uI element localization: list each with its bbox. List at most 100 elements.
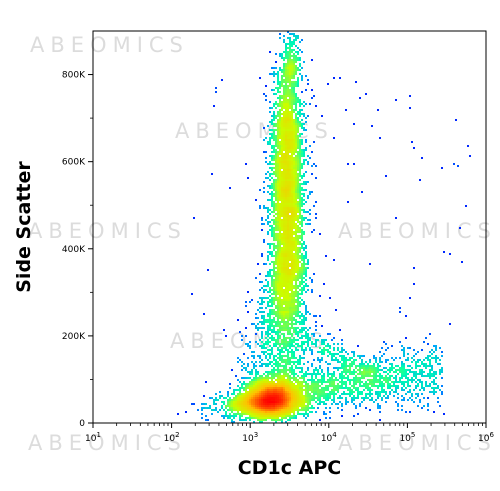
density-cell bbox=[249, 377, 251, 379]
density-cell bbox=[283, 195, 285, 197]
density-cell bbox=[277, 91, 279, 93]
density-cell bbox=[285, 321, 287, 323]
density-cell bbox=[297, 381, 299, 383]
density-cell bbox=[279, 53, 281, 55]
density-cell bbox=[305, 271, 307, 273]
density-cell bbox=[265, 161, 267, 163]
density-cell bbox=[405, 375, 407, 377]
density-cell bbox=[273, 183, 275, 185]
density-cell bbox=[371, 381, 373, 383]
density-cell bbox=[277, 263, 279, 265]
density-cell bbox=[277, 301, 279, 303]
density-cell bbox=[301, 275, 303, 277]
density-cell bbox=[301, 141, 303, 143]
density-cell bbox=[269, 411, 271, 413]
density-cell bbox=[301, 267, 303, 269]
density-cell bbox=[301, 189, 303, 191]
density-cell bbox=[285, 349, 287, 351]
density-cell bbox=[261, 287, 263, 289]
density-cell bbox=[289, 141, 291, 143]
density-cell bbox=[423, 405, 425, 407]
density-cell bbox=[297, 57, 299, 59]
density-cell bbox=[279, 165, 281, 167]
density-cell bbox=[291, 91, 293, 93]
density-cell bbox=[233, 421, 235, 423]
density-cell bbox=[281, 325, 283, 327]
density-cell bbox=[265, 365, 267, 367]
density-cell bbox=[221, 79, 223, 81]
density-cell bbox=[285, 407, 287, 409]
density-cell bbox=[289, 415, 291, 417]
density-cell bbox=[439, 359, 441, 361]
density-cell bbox=[285, 75, 287, 77]
density-cell bbox=[431, 369, 433, 371]
density-cell bbox=[299, 73, 301, 75]
density-cell bbox=[375, 357, 377, 359]
density-cell bbox=[415, 363, 417, 365]
density-cell bbox=[233, 415, 235, 417]
density-cell bbox=[281, 143, 283, 145]
density-cell bbox=[291, 273, 293, 275]
density-cell bbox=[319, 233, 321, 235]
density-cell bbox=[425, 363, 427, 365]
density-cell bbox=[289, 293, 291, 295]
density-cell bbox=[287, 163, 289, 165]
density-cell bbox=[311, 89, 313, 91]
density-cell bbox=[279, 287, 281, 289]
density-cell bbox=[299, 317, 301, 319]
density-cell bbox=[291, 185, 293, 187]
density-cell bbox=[351, 397, 353, 399]
density-cell bbox=[293, 247, 295, 249]
density-cell bbox=[275, 333, 277, 335]
density-cell bbox=[289, 319, 291, 321]
density-cell bbox=[303, 181, 305, 183]
density-cell bbox=[287, 305, 289, 307]
density-cell bbox=[275, 363, 277, 365]
density-cell bbox=[307, 259, 309, 261]
density-cell bbox=[297, 125, 299, 127]
density-cell bbox=[349, 391, 351, 393]
density-cell bbox=[267, 207, 269, 209]
density-cell bbox=[247, 413, 249, 415]
density-cell bbox=[289, 45, 291, 47]
density-cell bbox=[281, 161, 283, 163]
density-cell bbox=[291, 197, 293, 199]
density-cell bbox=[291, 121, 293, 123]
density-cell bbox=[345, 357, 347, 359]
density-cell bbox=[279, 295, 281, 297]
density-cell bbox=[271, 331, 273, 333]
density-cell bbox=[283, 255, 285, 257]
density-cell bbox=[275, 325, 277, 327]
density-cell bbox=[289, 167, 291, 169]
density-cell bbox=[299, 201, 301, 203]
density-cell bbox=[275, 181, 277, 183]
density-cell bbox=[275, 239, 277, 241]
density-cell bbox=[427, 357, 429, 359]
density-cell bbox=[279, 217, 281, 219]
density-cell bbox=[291, 341, 293, 343]
density-cell bbox=[391, 389, 393, 391]
density-cell bbox=[403, 375, 405, 377]
density-cell bbox=[299, 261, 301, 263]
density-cell bbox=[305, 171, 307, 173]
density-cell bbox=[281, 399, 283, 401]
density-cell bbox=[301, 139, 303, 141]
density-cell bbox=[381, 397, 383, 399]
density-cell bbox=[263, 363, 265, 365]
density-cell bbox=[315, 213, 317, 215]
density-cell bbox=[253, 351, 255, 353]
density-cell bbox=[291, 93, 293, 95]
density-cell bbox=[281, 219, 283, 221]
density-cell bbox=[279, 33, 281, 35]
density-cell bbox=[243, 413, 245, 415]
density-cell bbox=[271, 371, 273, 373]
density-cell bbox=[277, 395, 279, 397]
density-cell bbox=[297, 77, 299, 79]
density-cell bbox=[267, 363, 269, 365]
density-cell bbox=[281, 197, 283, 199]
density-cell bbox=[273, 75, 275, 77]
density-cell bbox=[281, 223, 283, 225]
density-cell bbox=[267, 231, 269, 233]
density-cell bbox=[343, 367, 345, 369]
density-cell bbox=[309, 385, 311, 387]
